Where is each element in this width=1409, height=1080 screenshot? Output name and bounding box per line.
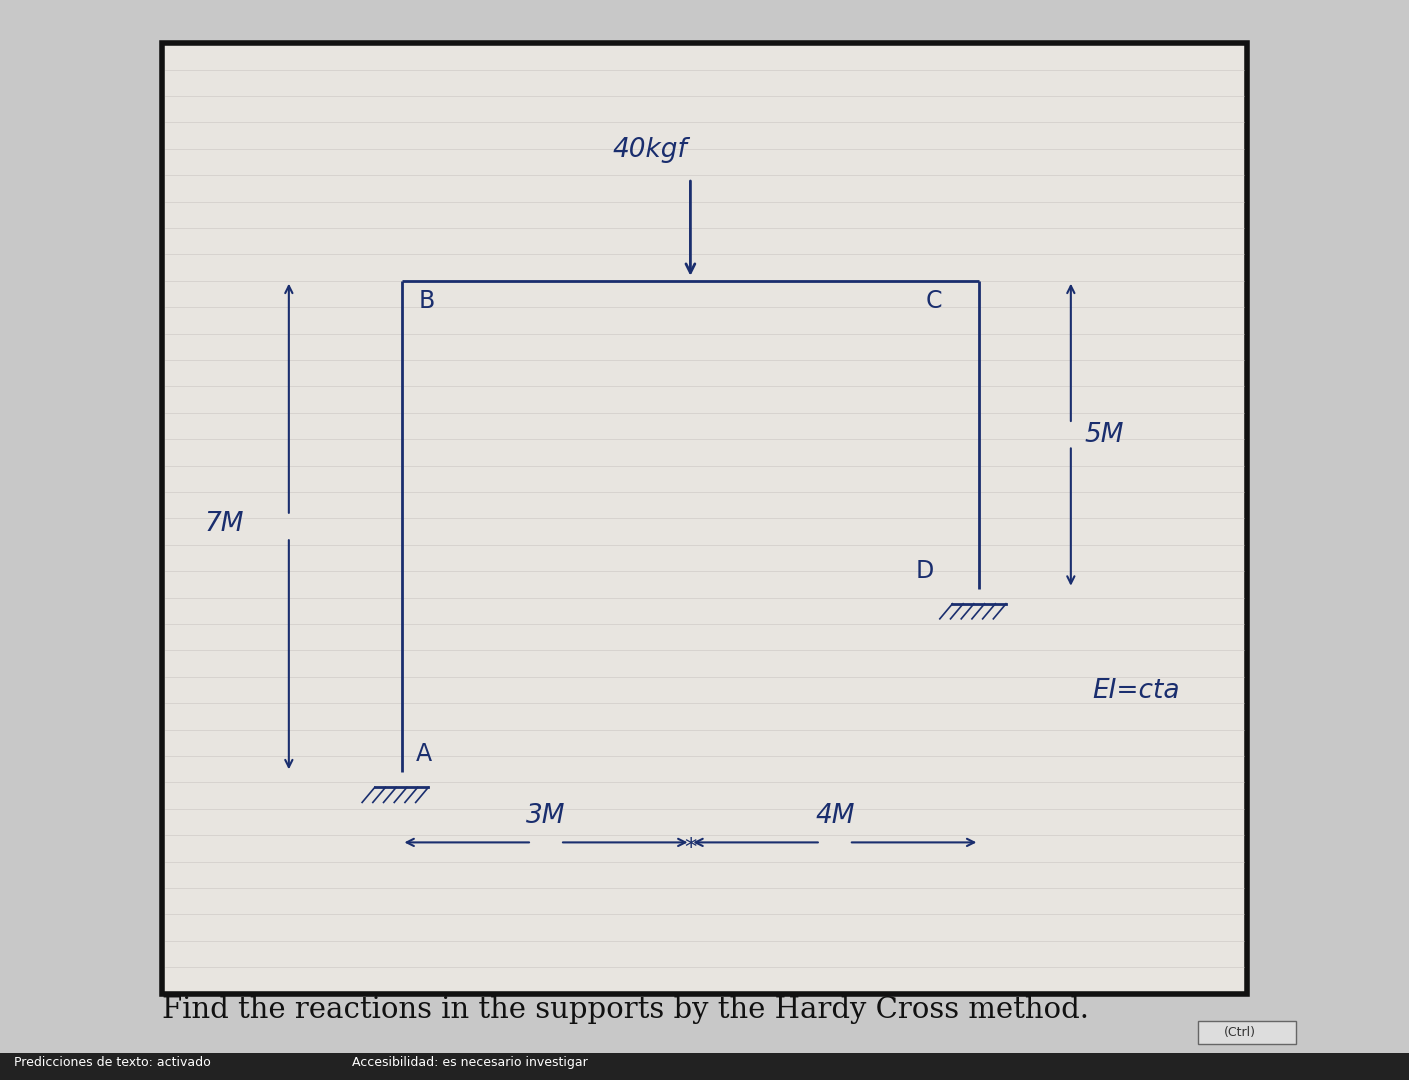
Text: 4M: 4M bbox=[814, 802, 855, 829]
Text: EI=cta: EI=cta bbox=[1092, 678, 1179, 704]
Text: A: A bbox=[416, 742, 431, 767]
Text: *: * bbox=[685, 836, 696, 860]
Text: (Ctrl): (Ctrl) bbox=[1224, 1026, 1255, 1039]
Bar bbox=[0, 1053, 1409, 1080]
Text: Predicciones de texto: activado: Predicciones de texto: activado bbox=[14, 1056, 211, 1069]
Text: 3M: 3M bbox=[526, 802, 566, 829]
Bar bbox=[1198, 1021, 1296, 1044]
Text: D: D bbox=[916, 558, 934, 583]
Text: B: B bbox=[418, 288, 435, 313]
Bar bbox=[162, 43, 1247, 994]
Text: Accesibilidad: es necesario investigar: Accesibilidad: es necesario investigar bbox=[352, 1056, 588, 1069]
Text: Find the reactions in the supports by the Hardy Cross method.: Find the reactions in the supports by th… bbox=[162, 996, 1089, 1024]
Text: 5M: 5M bbox=[1085, 422, 1124, 448]
Text: 40kgf: 40kgf bbox=[613, 136, 688, 163]
Text: 7M: 7M bbox=[204, 511, 244, 537]
Text: C: C bbox=[926, 288, 943, 313]
